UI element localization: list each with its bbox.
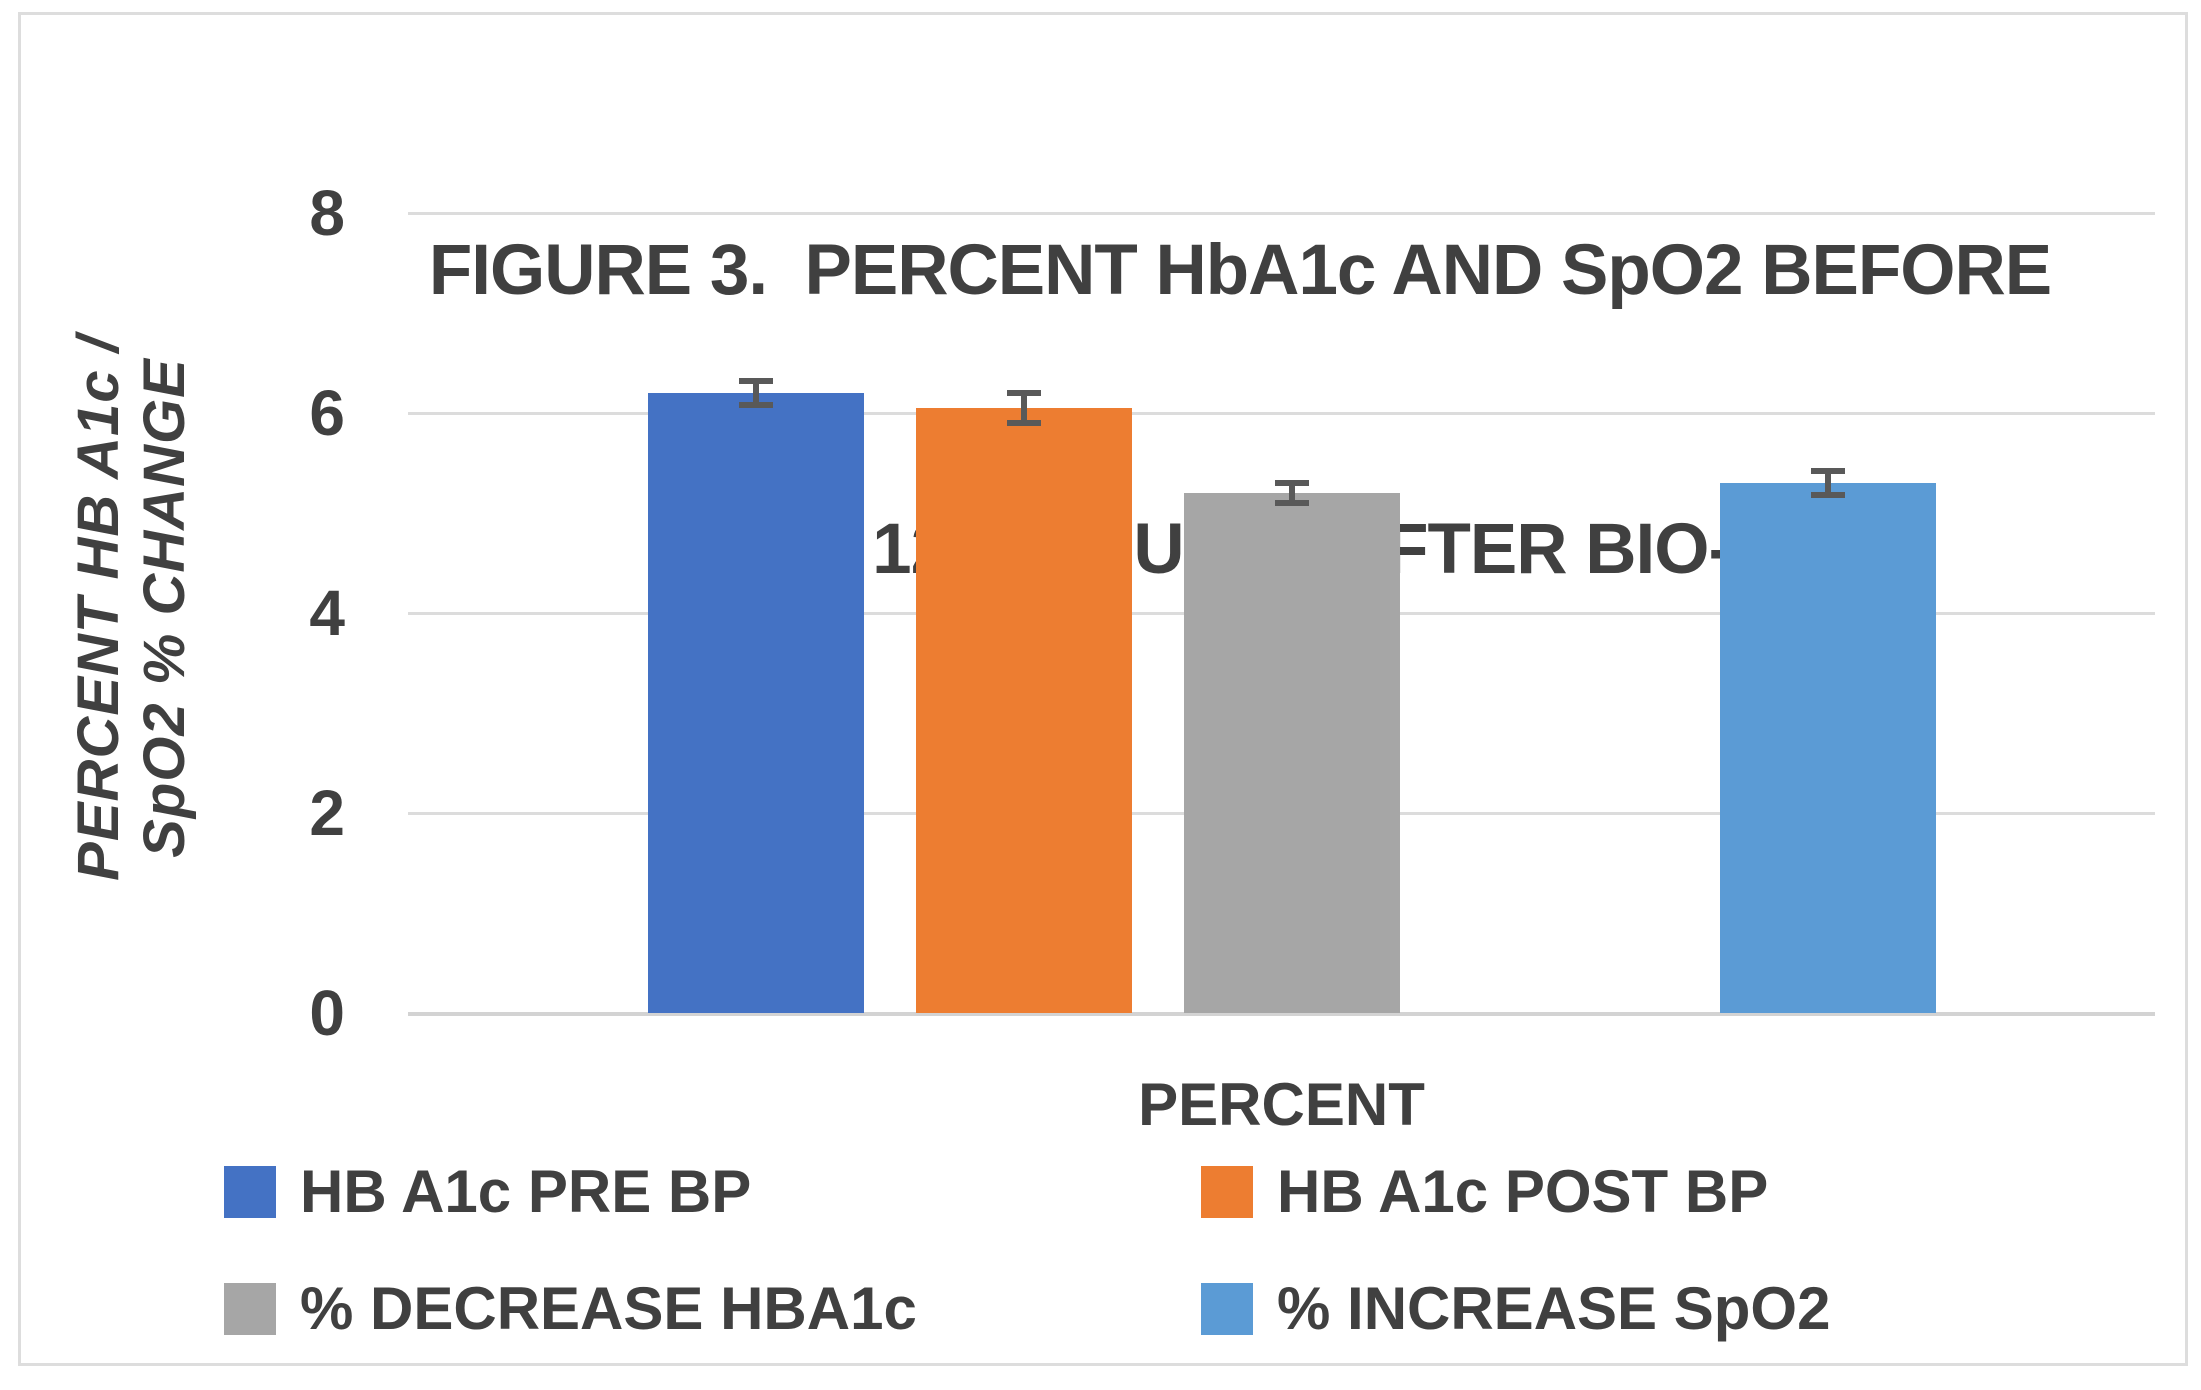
x-axis-label: PERCENT [1138, 1071, 1425, 1138]
plot-area [408, 212, 2155, 1016]
y-tick-label-6: 6 [309, 377, 345, 449]
legend-swatch-increase-spo2 [1201, 1283, 1253, 1335]
legend-item-hb-a1c-post-bp: HB A1c POST BP [1201, 1162, 1768, 1222]
error-bar-hb-a1c-post-bp [1021, 393, 1027, 423]
y-tick-label-8: 8 [309, 177, 345, 249]
y-tick-label-0: 0 [309, 977, 345, 1049]
legend-item-increase-spo2: % INCREASE SpO2 [1201, 1279, 1830, 1339]
legend-label-hb-a1c-post-bp: HB A1c POST BP [1277, 1158, 1769, 1225]
error-bar-cap-top-hb-a1c-post-bp [1007, 390, 1041, 396]
chart-title-line1: FIGURE 3. PERCENT HbA1c AND SpO2 BEFORE [428, 231, 2052, 310]
bar-decrease-hba1c [1184, 493, 1400, 1013]
legend-label-increase-spo2: % INCREASE SpO2 [1277, 1275, 1831, 1342]
error-bar-hb-a1c-pre-bp [753, 381, 759, 405]
gridline-y-6 [408, 412, 2155, 415]
legend-swatch-hb-a1c-pre-bp [224, 1166, 276, 1218]
gridline-y-8 [408, 212, 2155, 215]
bar-hb-a1c-post-bp [916, 408, 1132, 1013]
legend-item-hb-a1c-pre-bp: HB A1c PRE BP [224, 1162, 751, 1222]
error-bar-cap-bottom-increase-spo2 [1811, 492, 1845, 498]
legend-item-decrease-hba1c: % DECREASE HBA1c [224, 1279, 917, 1339]
error-bar-increase-spo2 [1825, 471, 1831, 495]
y-axis-label-line1: PERCENT HB A1c / [66, 335, 131, 881]
error-bar-cap-top-hb-a1c-pre-bp [739, 378, 773, 384]
y-tick-label-4: 4 [309, 577, 345, 649]
error-bar-cap-bottom-hb-a1c-pre-bp [739, 402, 773, 408]
bar-hb-a1c-pre-bp [648, 393, 864, 1013]
y-tick-label-2: 2 [309, 777, 345, 849]
gridline-y-0 [408, 1012, 2155, 1016]
error-bar-cap-bottom-decrease-hba1c [1275, 500, 1309, 506]
legend-swatch-decrease-hba1c [224, 1283, 276, 1335]
chart-title: FIGURE 3. PERCENT HbA1c AND SpO2 BEFORE … [290, 38, 2190, 782]
error-bar-cap-top-increase-spo2 [1811, 468, 1845, 474]
legend-swatch-hb-a1c-post-bp [1201, 1166, 1253, 1218]
bar-increase-spo2 [1720, 483, 1936, 1013]
error-bar-cap-bottom-hb-a1c-post-bp [1007, 420, 1041, 426]
legend-label-hb-a1c-pre-bp: HB A1c PRE BP [300, 1158, 752, 1225]
error-bar-cap-top-decrease-hba1c [1275, 480, 1309, 486]
legend-label-decrease-hba1c: % DECREASE HBA1c [300, 1275, 917, 1342]
error-bar-decrease-hba1c [1289, 483, 1295, 503]
